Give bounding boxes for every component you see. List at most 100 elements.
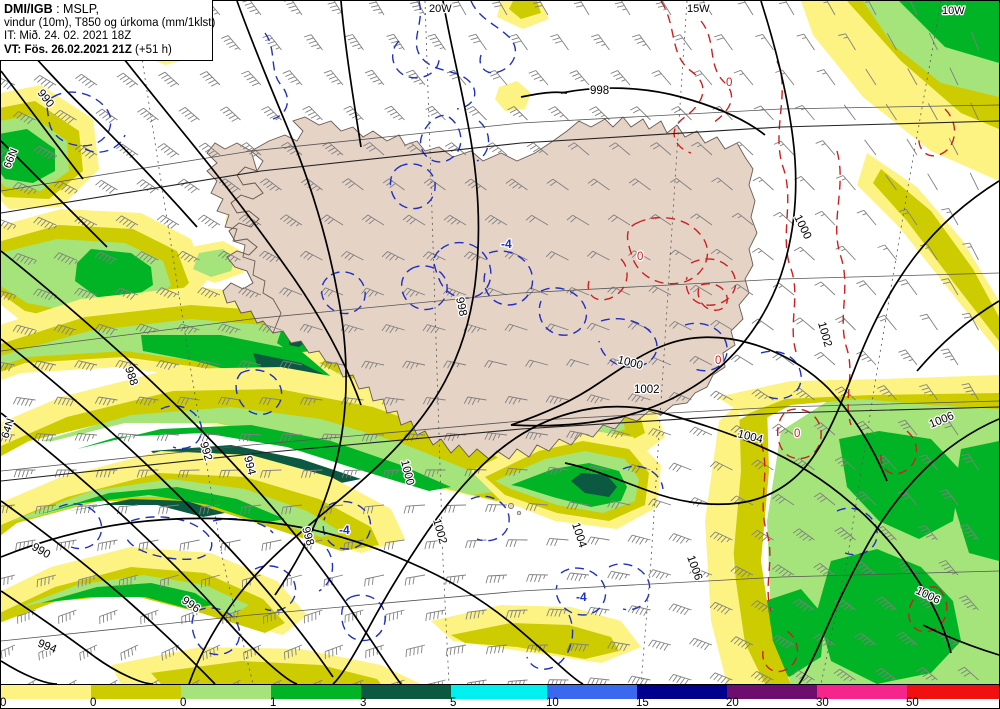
wind-barb [545, 395, 569, 405]
wind-barb [927, 173, 938, 191]
legend-tick-3: 1 [270, 697, 277, 709]
wind-barb [261, 539, 282, 552]
wind-barb [877, 244, 897, 261]
wind-barb [969, 172, 979, 191]
wind-barb [771, 634, 795, 649]
island-vestmannaeyjar [508, 503, 514, 509]
precipitation-legend[interactable]: 0 0 0 1 3 5 10 15 20 30 50 [0, 684, 1000, 709]
wind-barb [909, 1, 918, 16]
wind-barb [197, 214, 221, 229]
wind-barb [53, 252, 78, 265]
wind-barb [258, 250, 282, 263]
wind-barb [320, 214, 344, 226]
wind-barb [709, 672, 733, 684]
wind-barb [217, 250, 241, 263]
isotherm-cold-label-2: -4 [501, 237, 512, 251]
wind-barb [796, 33, 815, 51]
wind-barb [778, 1, 795, 16]
wind-barb [772, 423, 795, 436]
isotherm-label-layer: 0 0 0 0 -4 -4 -4 [338, 76, 802, 606]
wind-barb [115, 360, 139, 370]
model-name: DMI/IGB [4, 2, 53, 16]
wind-barb [689, 284, 713, 296]
wind-barb [464, 178, 487, 191]
wind-barb [961, 312, 979, 331]
wind-barb [1, 504, 16, 514]
wind-barb [898, 279, 918, 296]
map-canvas[interactable]: 9909949981000100299810001002100410061006… [0, 0, 1000, 684]
wind-barb [404, 574, 426, 586]
wind-barb [711, 177, 733, 191]
wind-barb [855, 420, 877, 436]
lon-label-20W: 20W [429, 3, 452, 15]
wind-barb [34, 504, 57, 515]
wind-barb [368, 1, 385, 16]
isotherm-warm-label-0: 0 [637, 251, 643, 263]
wind-barb [425, 609, 446, 621]
wind-barb [714, 34, 733, 51]
wind-barb [299, 397, 323, 406]
wind-barb [484, 432, 508, 441]
wind-barb [709, 461, 733, 471]
legend-color-bar [1, 685, 999, 699]
wind-barb [33, 75, 57, 89]
wind-barb [17, 609, 36, 624]
wind-barb [525, 214, 549, 226]
isobar-label-998-2: 998 [590, 85, 609, 97]
wind-barb [813, 563, 836, 576]
wind-barb [589, 106, 610, 121]
wind-barb [199, 504, 221, 515]
wind-barb [279, 433, 303, 442]
graticule-layer [132, 1, 942, 684]
wind-barb [238, 360, 262, 370]
wind-barb [833, 668, 856, 682]
wind-barb [689, 637, 713, 651]
wind-barb [689, 497, 713, 507]
wind-barb [423, 469, 446, 478]
wind-barb [485, 142, 508, 156]
wind-barb [941, 207, 959, 226]
wind-barb [710, 248, 733, 261]
wind-barb [300, 469, 323, 479]
wind-barb [959, 524, 979, 541]
wind-barb [343, 105, 364, 121]
wind-barb [751, 600, 774, 612]
wind-barb [548, 106, 569, 121]
wind-barb [792, 528, 815, 542]
wind-barb [94, 251, 118, 265]
wind-barb [36, 574, 57, 588]
wind-barb [340, 250, 364, 261]
wind-barb [608, 142, 631, 156]
legend-swatch-3 [271, 685, 361, 699]
wind-barb [466, 105, 487, 121]
legend-swatch-5 [451, 685, 547, 699]
wind-barb [648, 639, 672, 651]
wind-barb [631, 34, 651, 51]
wind-barb [217, 396, 241, 406]
wind-barb [140, 609, 159, 625]
wind-barb [158, 504, 180, 515]
wind-barb [630, 106, 651, 121]
wind-barb [197, 287, 221, 299]
legend-swatch-7 [637, 685, 727, 699]
wind-barb [116, 72, 139, 88]
wind-barb [875, 596, 897, 611]
legend-tick-6: 10 [546, 697, 559, 709]
wind-barb [382, 178, 405, 191]
legend-swatch-9 [817, 685, 907, 699]
wind-barb [856, 209, 877, 226]
wind-barb [443, 360, 467, 370]
wind-barb [731, 283, 754, 296]
wind-barb [709, 390, 733, 401]
wind-barb [668, 320, 692, 331]
wind-barb [323, 574, 344, 588]
wind-barb [135, 323, 159, 335]
lon-label-15W: 15W [687, 3, 710, 15]
wind-barb [241, 574, 262, 588]
wind-barb [607, 429, 631, 439]
wind-barb [443, 432, 467, 442]
wind-barb [484, 360, 508, 369]
wind-barb [300, 178, 323, 191]
info-line-init-time: IT: Mið. 24. 02. 2021 18Z [4, 30, 132, 43]
